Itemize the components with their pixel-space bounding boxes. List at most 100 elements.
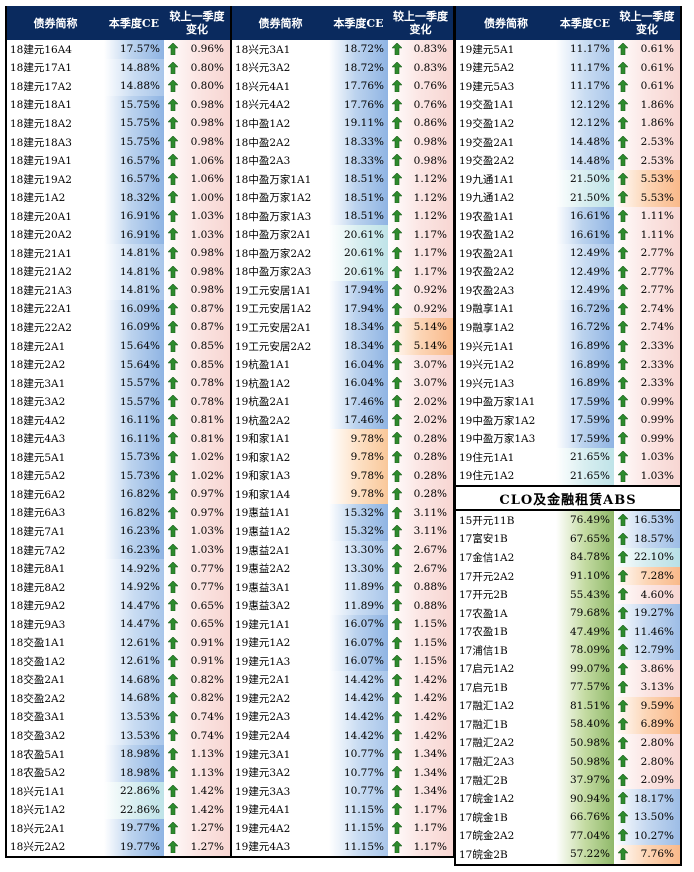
ce-value: 16.11% (104, 410, 164, 430)
change-cell: 1.03% (164, 540, 230, 560)
change-cell: 2.74% (614, 318, 680, 337)
bond-name: 18农盈5A2 (10, 767, 66, 780)
up-arrow-icon (391, 524, 403, 538)
change-cell: 1.34% (388, 744, 453, 764)
change-value: 7.76% (640, 848, 674, 861)
bond-name: 19中盈万家1A3 (459, 433, 536, 446)
bond-name: 18建元5A1 (10, 451, 66, 464)
bond-name: 17皖金1A2 (459, 793, 515, 806)
ce-value: 19.11% (329, 114, 388, 133)
bond-name: 18交盈1A1 (10, 637, 66, 650)
bond-name: 18建元5A2 (10, 470, 66, 483)
table-row: 18建元17A2 14.88% 0.80% (7, 77, 230, 96)
ce-value: 17.94% (329, 281, 388, 300)
table-row: 17浦信1B 78.09% 12.79% (456, 640, 680, 660)
change-value: 2.33% (640, 377, 674, 390)
ce-value: 16.11% (104, 429, 164, 449)
bond-name: 18建元8A1 (10, 563, 66, 576)
table-row: 18建元6A3 16.82% 0.97% (7, 503, 230, 523)
bond-name: 18建元19A1 (10, 155, 72, 168)
up-arrow-icon (391, 320, 403, 334)
table-row: 19九通1A2 21.50% 5.53% (456, 188, 680, 207)
ce-value: 14.81% (104, 262, 164, 282)
ce-value: 57.22% (556, 844, 614, 864)
change-value: 0.88% (413, 599, 447, 612)
change-cell: 3.86% (614, 659, 680, 679)
change-cell: 1.86% (614, 95, 680, 115)
table-row: 18中盈万家1A2 18.51% 1.12% (232, 188, 453, 207)
ce-value: 14.42% (329, 707, 388, 727)
table-row: 18建元6A2 16.82% 0.97% (7, 485, 230, 504)
bond-name: 19杭盈2A2 (235, 414, 291, 427)
bond-name: 17皖金1B (459, 811, 508, 824)
bond-name: 19和家1A3 (235, 470, 291, 483)
change-cell: 1.17% (388, 262, 453, 282)
change-cell: 0.28% (388, 448, 453, 467)
change-cell: 0.77% (164, 559, 230, 578)
header-change: 较上一季度 变化 (388, 6, 453, 40)
table-row: 19建元5A1 11.17% 0.61% (456, 40, 680, 59)
change-value: 5.14% (413, 321, 447, 334)
bond-name: 19和家1A1 (235, 433, 291, 446)
bond-name: 18中盈2A2 (235, 136, 291, 149)
bond-name: 18交盈3A1 (10, 711, 66, 724)
table-row: 17启元1A2 99.07% 3.86% (456, 659, 680, 679)
change-value: 1.11% (640, 210, 674, 223)
table-row: 19惠益3A2 11.89% 0.88% (232, 596, 453, 615)
bond-name: 18建元19A2 (10, 173, 72, 186)
up-arrow-icon (617, 606, 629, 620)
up-arrow-icon (167, 394, 179, 408)
change-value: 2.02% (413, 414, 447, 427)
change-cell: 0.97% (164, 485, 230, 504)
change-value: 0.83% (413, 43, 447, 56)
bond-name: 17融汇1A2 (459, 700, 515, 713)
up-arrow-icon (167, 357, 179, 371)
ce-value: 17.76% (329, 95, 388, 115)
up-arrow-icon (617, 736, 629, 749)
bond-name: 19建元3A1 (235, 748, 291, 761)
ce-value: 14.92% (104, 577, 164, 597)
table-row: 19兴元1A3 16.89% 2.33% (456, 373, 680, 393)
bond-name: 17浦信1B (459, 644, 508, 657)
table-row: 19交盈1A1 12.12% 1.86% (456, 95, 680, 115)
change-cell: 0.78% (164, 373, 230, 393)
change-cell: 1.03% (164, 206, 230, 226)
change-cell: 1.15% (388, 652, 453, 671)
change-value: 0.82% (190, 692, 224, 705)
change-cell: 5.53% (614, 188, 680, 207)
change-cell: 0.86% (388, 114, 453, 133)
table-row: 18兴元1A1 22.86% 1.42% (7, 781, 230, 801)
change-cell: 2.02% (388, 410, 453, 430)
bond-name: 19惠益1A2 (235, 525, 291, 538)
bond-name: 19农盈2A2 (459, 266, 515, 279)
change-value: 3.07% (413, 377, 447, 390)
change-value: 1.34% (413, 766, 447, 779)
up-arrow-icon (617, 246, 629, 260)
ce-value: 14.88% (104, 77, 164, 96)
bond-name: 17开元2B (459, 589, 508, 602)
table-row: 19工元安居2A1 18.34% 5.14% (232, 318, 453, 337)
ce-value: 15.57% (104, 373, 164, 393)
bond-name: 19惠益3A1 (235, 581, 291, 594)
ce-value: 14.81% (104, 281, 164, 300)
bond-name: 18建元2A2 (10, 359, 66, 372)
clo-section-title: CLO及金融租赁ABS (456, 485, 680, 512)
bond-table-1: 债券简称 本季度CE 较上一季度 变化 18建元16A4 17.57% 0.96% 18… (7, 6, 230, 857)
table-row: 19兴元1A1 16.89% 2.33% (456, 336, 680, 356)
bond-name: 17融汇2B (459, 774, 508, 787)
change-cell: 1.12% (388, 188, 453, 207)
ce-value: 16.61% (556, 225, 614, 245)
header-name: 债券简称 (7, 6, 104, 40)
change-cell: 0.82% (164, 670, 230, 690)
up-arrow-icon (167, 710, 179, 723)
change-cell: 0.99% (614, 410, 680, 430)
change-cell: 2.77% (614, 281, 680, 300)
up-arrow-icon (617, 339, 629, 353)
up-arrow-icon (167, 339, 179, 353)
change-value: 10.27% (633, 829, 674, 842)
change-value: 1.03% (190, 544, 224, 557)
change-cell: 0.98% (164, 244, 230, 263)
table-row: 19中盈万家1A3 17.59% 0.99% (456, 429, 680, 449)
change-value: 1.06% (190, 154, 224, 167)
change-value: 2.77% (640, 284, 674, 297)
